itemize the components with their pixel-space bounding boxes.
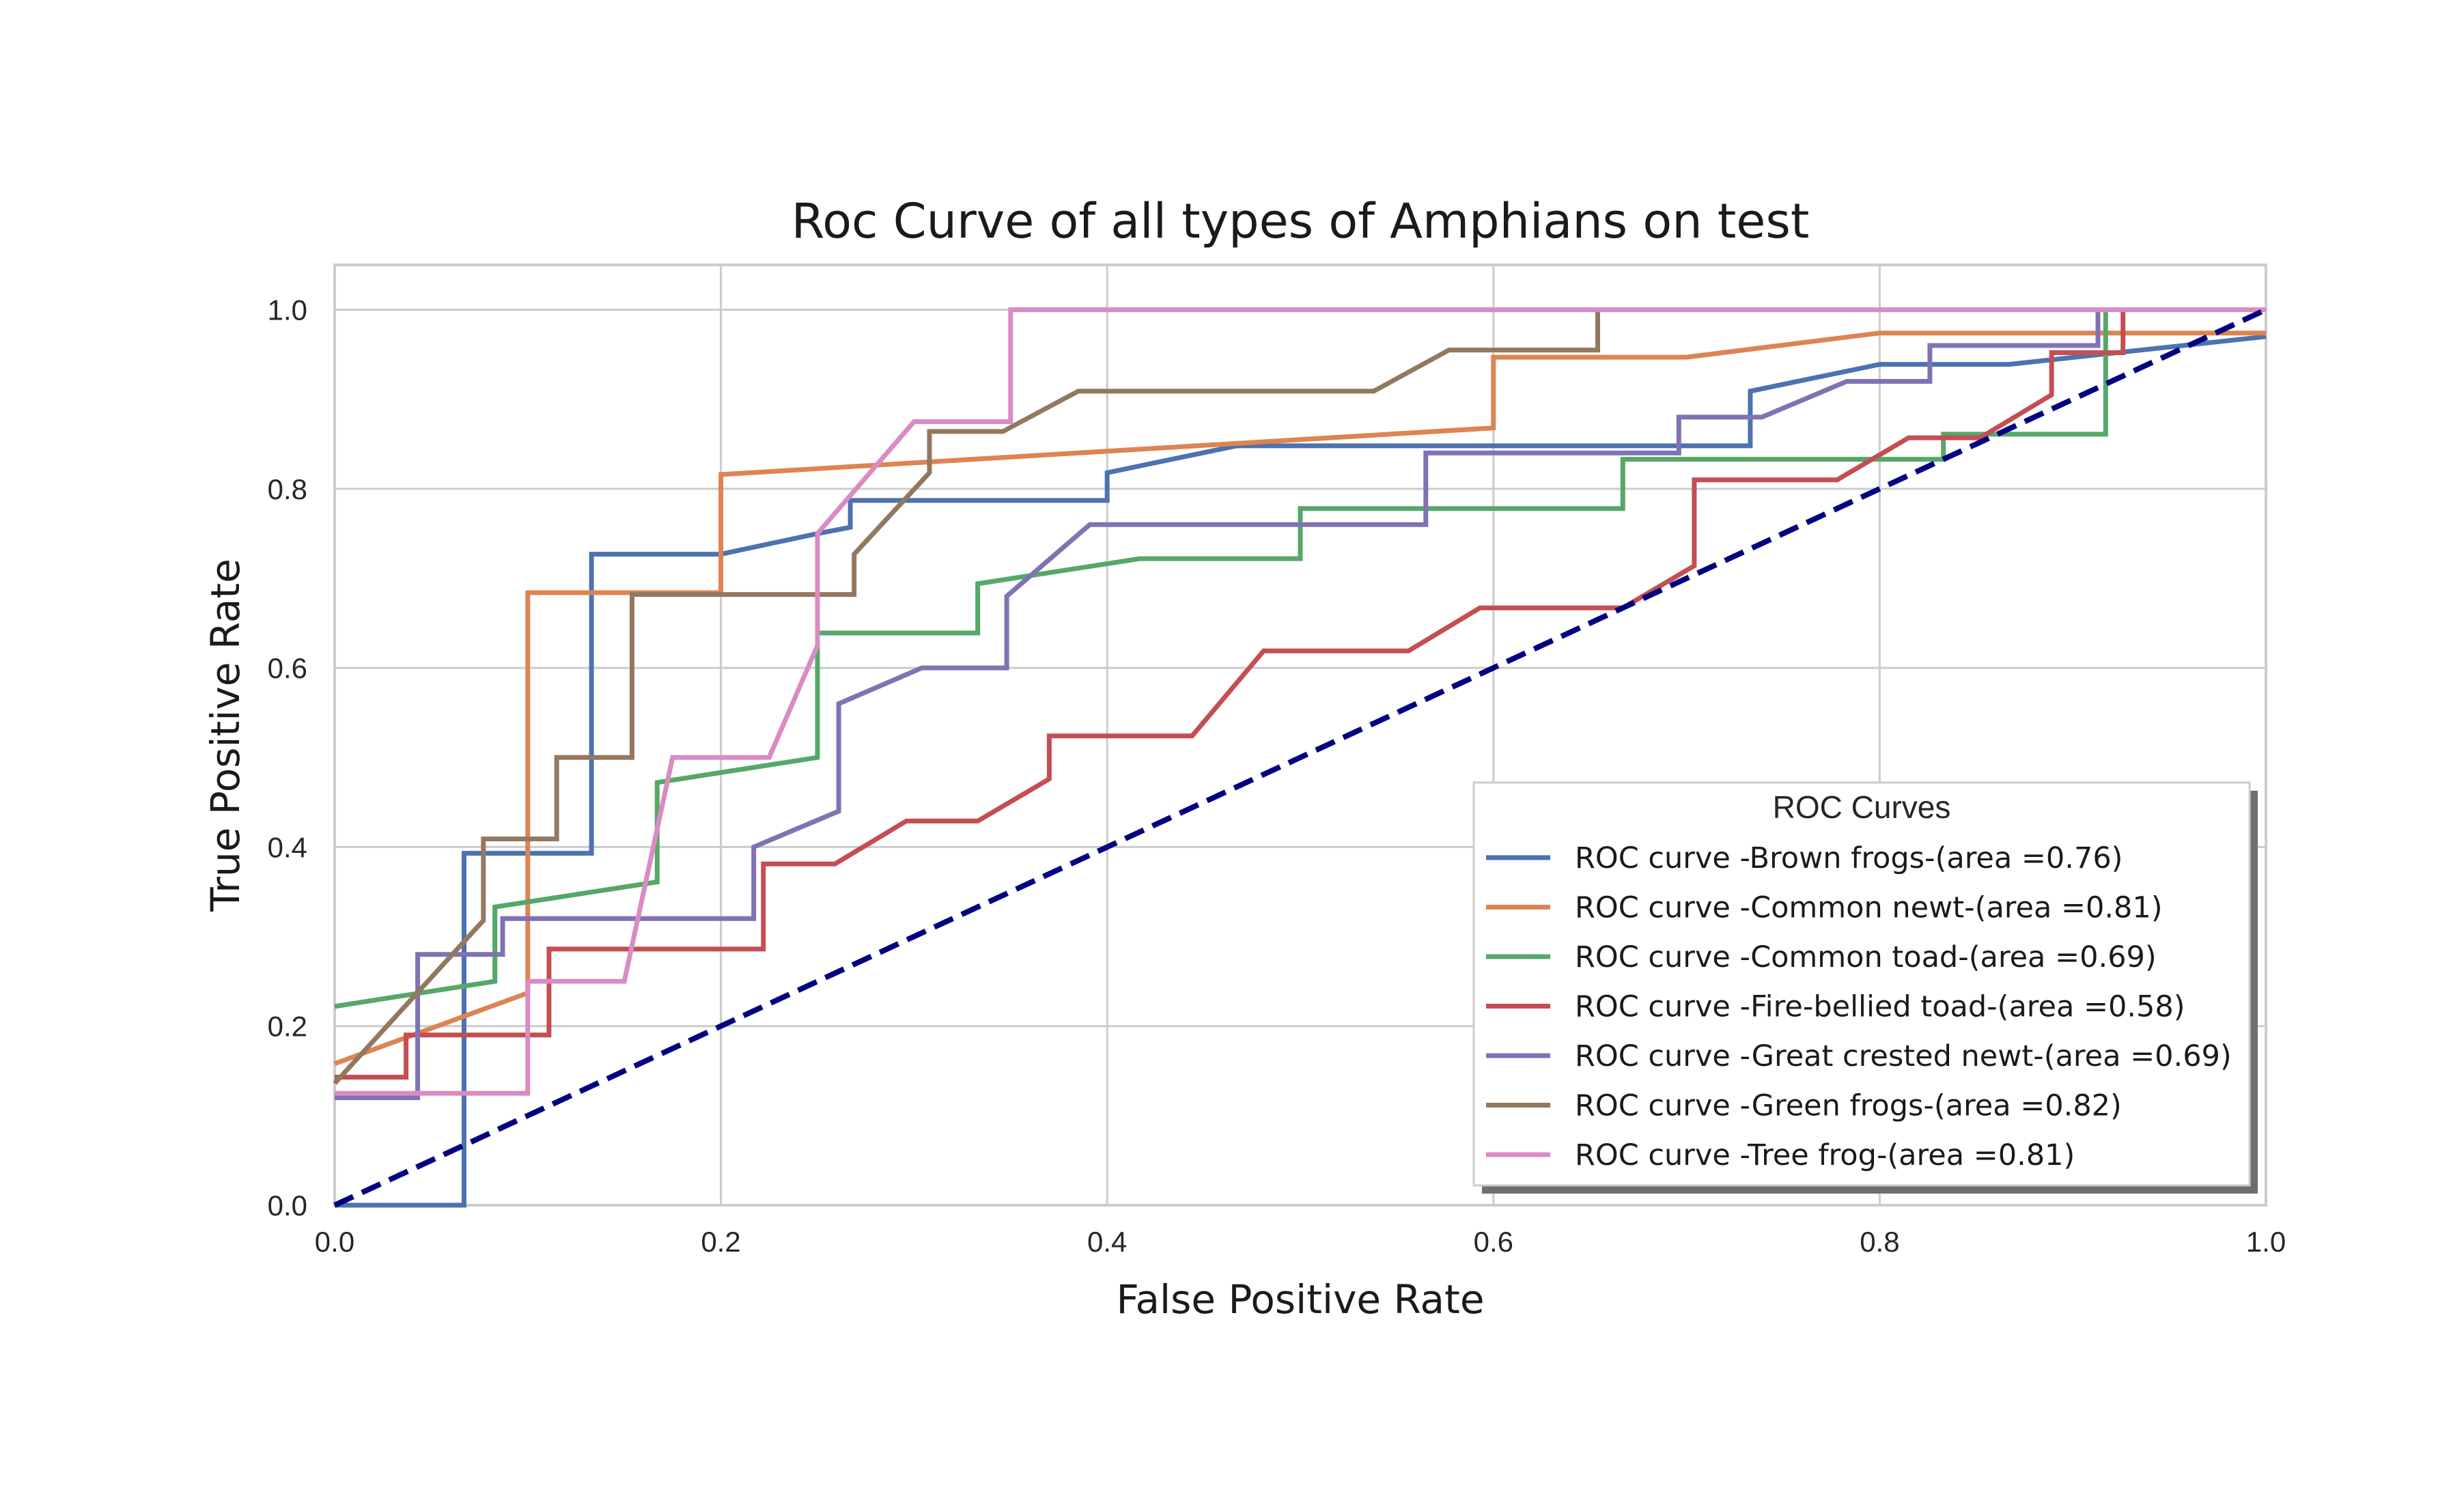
legend-title: ROC Curves — [1773, 789, 1951, 825]
roc-series-line-5 — [335, 309, 2101, 1101]
legend-label-3: ROC curve -Common toad-(area =0.69) — [1575, 940, 2157, 974]
legend-box — [1472, 781, 2251, 1187]
x-tick-label: 0.6 — [1474, 1226, 1513, 1258]
y-tick-label: 0.8 — [268, 473, 307, 505]
tick-labels: 0.0 0.2 0.4 0.6 0.8 1.0 0.0 0.2 0.4 0.6 0.8 1.0 — [268, 294, 2286, 1258]
roc-series-line-1 — [335, 334, 2267, 1208]
plot-frame — [333, 264, 2267, 1207]
x-axis-label: False Positive Rate — [1116, 1276, 1484, 1323]
y-axis-label: True Positive Rate — [202, 559, 249, 912]
x-tick-label: 0.8 — [1860, 1226, 1899, 1258]
legend-label-2: ROC curve -Common newt-(area =0.81) — [1575, 891, 2163, 925]
legend-label-6: ROC curve -Green frogs-(area =0.82) — [1575, 1089, 2122, 1123]
roc-series-line-3 — [334, 309, 2108, 1009]
roc-series-line-7 — [335, 307, 2266, 1096]
y-tick-label: 0.6 — [268, 652, 307, 684]
roc-series-line-6 — [333, 309, 1600, 1085]
y-tick-label: 1.0 — [268, 294, 307, 326]
y-tick-label: 0.2 — [268, 1011, 307, 1043]
roc-series-line-2 — [333, 330, 2266, 1067]
y-tick-label: 0.0 — [268, 1189, 307, 1222]
series-layer — [333, 307, 2267, 1208]
x-tick-label: 1.0 — [2246, 1226, 2286, 1258]
chance-diagonal-line — [333, 307, 2267, 1208]
legend-label-7: ROC curve -Tree frog-(area =0.81) — [1575, 1138, 2075, 1172]
x-tick-label: 0.0 — [315, 1226, 354, 1258]
legend-label-1: ROC curve -Brown frogs-(area =0.76) — [1575, 841, 2123, 875]
chart-title: Roc Curve of all types of Amphians on te… — [792, 193, 1810, 249]
legend-label-5: ROC curve -Great crested newt-(area =0.6… — [1575, 1039, 2232, 1073]
y-tick-label: 0.4 — [268, 831, 307, 863]
legend: ROC Curves ROC curve -Brown frogs-(area =… — [1472, 781, 2258, 1194]
legend-label-4: ROC curve -Fire-bellied toad-(area =0.58… — [1575, 990, 2185, 1024]
x-tick-label: 0.4 — [1087, 1226, 1127, 1258]
roc-series-line-4 — [335, 309, 2126, 1080]
x-tick-label: 0.2 — [701, 1226, 740, 1258]
